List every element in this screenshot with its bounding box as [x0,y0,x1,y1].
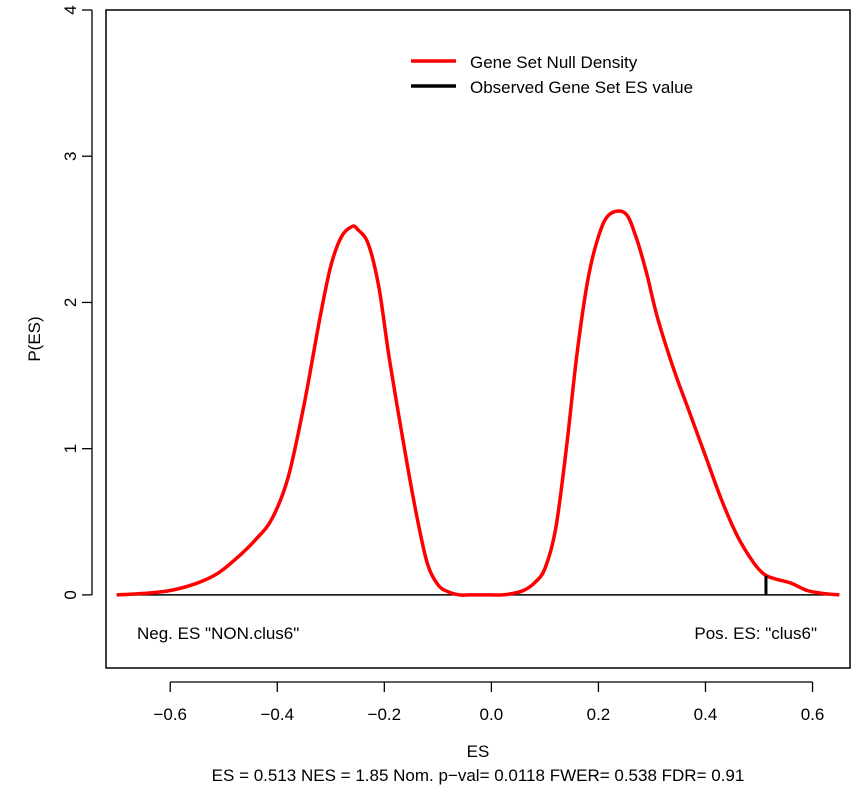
y-tick-label: 1 [61,444,80,453]
legend: Gene Set Null Density Observed Gene Set … [411,53,693,97]
y-tick-label: 2 [61,298,80,307]
x-tick-label: −0.2 [368,705,402,724]
plot-frame [105,9,851,669]
x-axis: −0.6 −0.4 −0.2 0.0 0.2 0.4 0.6 [153,681,825,724]
legend-label-observed-es: Observed Gene Set ES value [470,78,693,97]
x-tick-label: −0.4 [260,705,294,724]
y-tick-label: 0 [61,590,80,599]
x-tick-label: 0.6 [801,705,825,724]
y-tick-label: 4 [61,5,80,14]
x-axis-label: ES [467,742,490,761]
x-tick-label: −0.6 [153,705,187,724]
plot-area [116,209,840,597]
y-axis: 0 1 2 3 4 [61,5,93,600]
subtitle-stats: ES = 0.513 NES = 1.85 Nom. p−val= 0.0118… [212,766,745,785]
x-tick-label: 0.0 [480,705,504,724]
neg-es-label: Neg. ES "NON.clus6" [137,624,299,643]
y-axis-label: P(ES) [25,316,44,361]
x-tick-label: 0.4 [694,705,718,724]
null-density-curve [116,209,840,597]
x-tick-label: 0.2 [587,705,611,724]
legend-label-null-density: Gene Set Null Density [470,53,638,72]
pos-es-label: Pos. ES: "clus6" [694,624,817,643]
y-tick-label: 3 [61,151,80,160]
